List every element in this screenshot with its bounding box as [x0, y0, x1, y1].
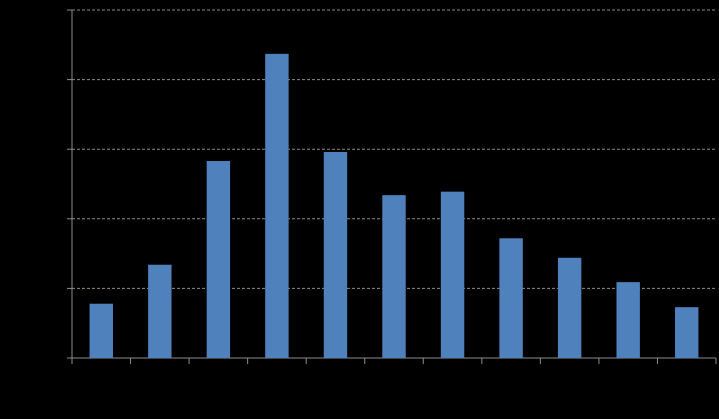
- bar: [675, 307, 699, 358]
- bar: [616, 282, 640, 358]
- bar: [382, 195, 406, 358]
- bar: [499, 238, 523, 358]
- bar: [440, 191, 465, 358]
- bar: [206, 161, 231, 358]
- bar: [148, 264, 172, 358]
- bar: [323, 151, 348, 358]
- bar: [557, 257, 582, 358]
- bar: [265, 53, 289, 359]
- bar: [89, 303, 113, 358]
